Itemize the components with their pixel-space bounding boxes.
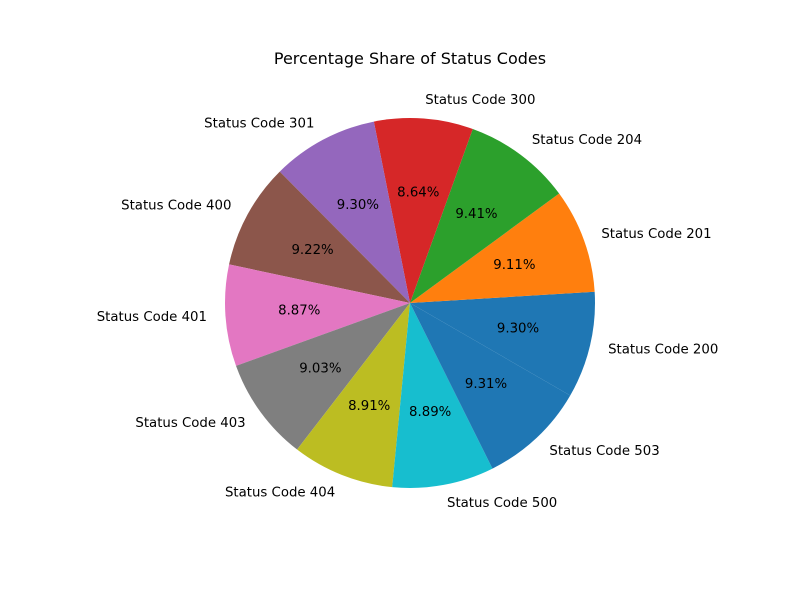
slice-category-label: Status Code 200	[608, 343, 718, 358]
slice-category-label: Status Code 500	[447, 496, 557, 511]
pie-labels: Status Code 200 9.30% Status Code 201 9.11%…	[97, 93, 719, 511]
slice-category-label: Status Code 404	[225, 485, 335, 500]
pie-slice	[410, 291, 595, 396]
pie-slice	[229, 171, 410, 303]
pie-slice	[297, 303, 410, 488]
slice-percentage-label: 9.11%	[493, 258, 535, 273]
slice-category-label: Status Code 201	[601, 227, 711, 242]
slice-category-label: Status Code 503	[549, 444, 659, 459]
slice-category-label: Status Code 300	[425, 93, 535, 108]
slice-percentage-label: 8.64%	[397, 185, 439, 200]
slice-category-label: Status Code 400	[121, 198, 231, 213]
slice-category-label: Status Code 301	[204, 116, 314, 131]
pie-slice	[236, 303, 410, 450]
slice-percentage-label: 9.30%	[337, 198, 379, 213]
slice-percentage-label: 9.22%	[291, 243, 333, 258]
slice-percentage-label: 9.31%	[465, 377, 507, 392]
pie-slice	[410, 303, 571, 469]
pie-slice	[225, 264, 410, 366]
slice-category-label: Status Code 401	[97, 310, 207, 325]
slice-category-label: Status Code 403	[135, 416, 245, 431]
chart-title: Percentage Share of Status Codes	[274, 49, 546, 68]
slice-percentage-label: 8.91%	[348, 399, 390, 414]
slice-percentage-label: 8.89%	[409, 405, 451, 420]
slice-percentage-label: 9.41%	[455, 207, 497, 222]
slice-percentage-label: 9.30%	[497, 321, 539, 336]
pie-slice	[410, 128, 560, 303]
pie-slice	[392, 303, 493, 488]
slice-percentage-label: 9.03%	[299, 361, 341, 376]
pie-slices	[225, 118, 595, 488]
slice-percentage-label: 8.87%	[278, 304, 320, 319]
pie-slice	[410, 193, 595, 303]
pie-slice	[279, 121, 410, 304]
slice-category-label: Status Code 204	[532, 133, 642, 148]
pie-slice	[373, 118, 473, 304]
